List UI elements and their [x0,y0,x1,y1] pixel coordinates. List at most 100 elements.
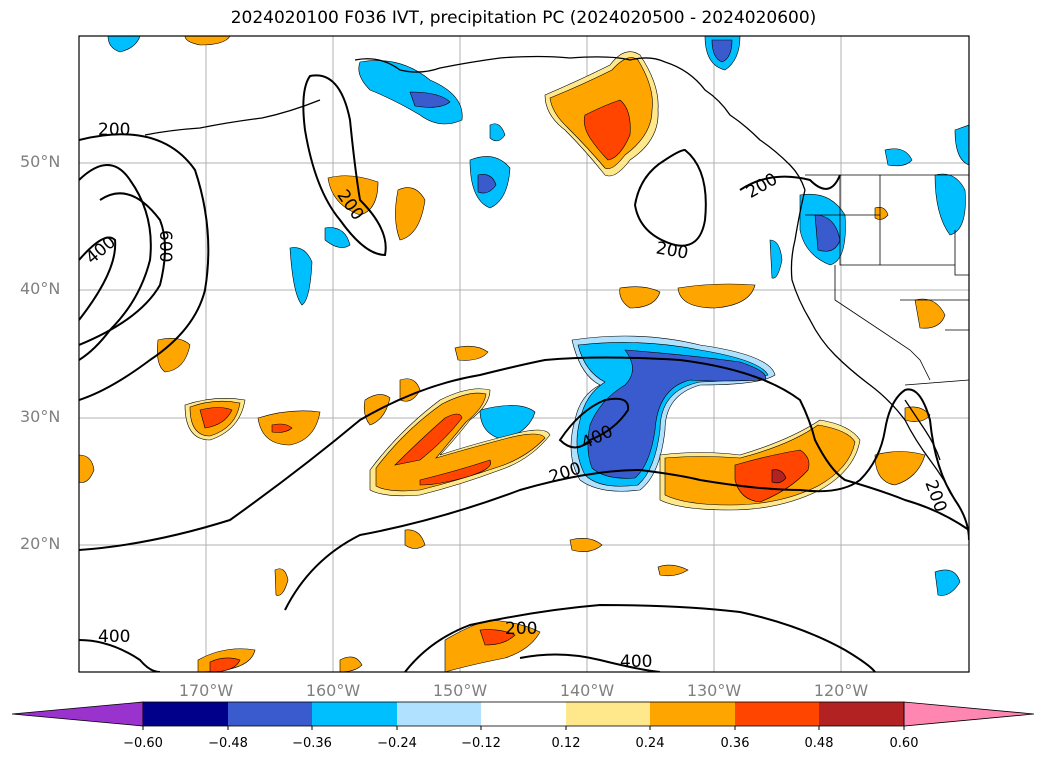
colorbar-tick-label: 0.12 [551,736,581,751]
ivt-contour-central-400 [558,397,630,449]
colorbar-tick-label: 0.36 [720,736,750,751]
pos-area-w8 [619,286,661,309]
pos-area-w11 [184,36,231,46]
colorbar-segment [481,702,566,726]
pos-area-w13 [904,406,931,422]
lon-label: 120°W [813,681,869,700]
neg-area-b-core [711,39,733,63]
pos-area-w9 [677,283,756,309]
colorbar [11,701,1035,730]
colorbar-tick-label: −0.24 [377,736,417,751]
ivt-contour-west-800 [79,236,117,321]
pos-area-southeast-4 [771,469,787,484]
colorbar-ticks [142,726,905,730]
colorbar-tick-label: 0.60 [889,736,919,751]
colorbar-segment [566,702,650,726]
pos-area-w12 [874,451,926,486]
colorbar-segment [735,702,819,726]
lat-label: 40°N [20,279,61,298]
lon-label: 160°W [305,681,361,700]
neg-area-c [107,36,141,53]
precipitation-shading [79,36,969,672]
pos-area-band-2 [375,392,546,492]
ivt-contour-west-200 [79,133,210,401]
ivt-contour-far-south [519,653,661,672]
neg-area-gulf-core [409,91,451,108]
neg-area-l [934,569,961,596]
pos-area-w10 [454,345,489,361]
pos-area-w19 [274,568,289,596]
colorbar-tick-label: 0.48 [804,736,834,751]
state-line-5 [834,265,931,381]
colorbar-frame [142,701,905,727]
neg-area-d [289,247,313,306]
contour-label: 400 [98,627,130,647]
state-line-2 [839,175,880,266]
map-area: 200 400 600 200 200 200 200 200 400 200 … [79,36,969,672]
ivt-contour-ne-200 [633,148,707,247]
us-mexico-border [904,379,969,386]
page-title: 2024020100 F036 IVT, precipitation PC (2… [230,8,817,28]
map-background [79,36,969,672]
colorbar-tick-label: −0.48 [208,736,248,751]
pos-area-w23 [874,207,889,220]
contour-label: 200 [505,619,537,639]
ivt-contour-coast-200 [739,174,841,191]
pos-area-w2-core [271,423,293,433]
ivt-contour-west-400 [79,164,152,361]
alaska-coast [354,55,666,73]
lon-label: 140°W [559,681,615,700]
pos-area-w14 [914,298,946,329]
lat-label: 50°N [20,152,61,171]
ivt-contour-south-200 [284,388,969,611]
pos-area-band-3 [394,413,492,486]
ivt-contour-south2-400 [404,603,876,672]
neg-area-a-core [477,174,497,194]
colorbar-segment [397,702,481,726]
state-line-7 [954,230,969,276]
neg-area-i [884,148,913,167]
contour-label: 200 [98,120,130,140]
contour-label: 400 [620,652,652,672]
colorbar-segment [650,702,735,726]
us-west-coast [790,189,956,501]
colorbar-segment [143,702,228,726]
ivt-contours [79,74,969,672]
neg-area-h [934,173,966,236]
neg-area-f [489,123,506,142]
colorbar-segment [312,702,397,726]
colorbar-extend-left [11,701,144,727]
lat-label: 20°N [20,534,61,553]
bc-coast [664,61,806,191]
coastlines [144,55,956,501]
neg-area-k [479,405,536,441]
baja [904,399,941,461]
ivt-contour-central-200 [79,356,969,551]
colorbar-tick-label: −0.60 [123,736,163,751]
aleutians [144,99,321,136]
ivt-contour-gulf-200 [302,74,387,257]
colorbar-tick-label: −0.12 [461,736,501,751]
pos-area-w17-core [479,629,516,646]
ivt-contour-south-400 [79,639,161,672]
borders [805,174,969,386]
ivt-contour-west-600 [79,192,166,346]
pos-area-w7 [395,187,426,241]
neg-area-m [769,239,783,279]
contour-label: 600 [155,230,175,262]
pos-area-w21 [404,529,426,549]
pos-area-w20 [79,454,95,483]
map-frame [78,35,970,673]
pos-area-w16 [657,564,689,577]
lon-label: 150°W [432,681,488,700]
lat-label: 30°N [20,407,61,426]
pos-area-w1-3 [199,407,233,429]
lon-label: 170°W [178,681,234,700]
neg-area-j [954,124,969,166]
colorbar-segment [228,702,312,726]
neg-area-e [324,227,351,248]
colorbar-segment [819,702,904,726]
lon-label: 130°W [686,681,742,700]
pos-area-w5 [399,378,421,402]
